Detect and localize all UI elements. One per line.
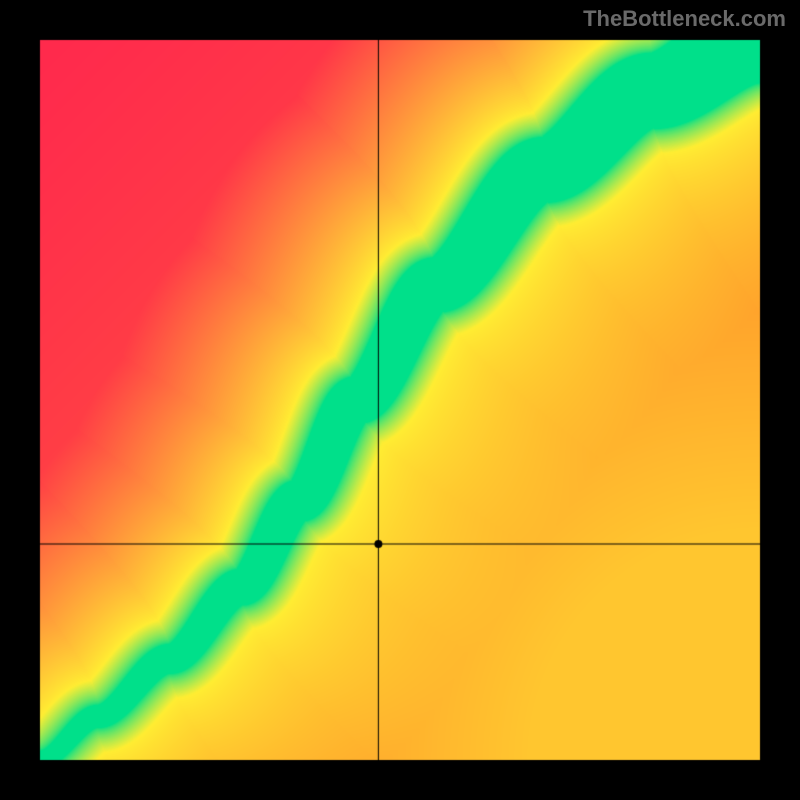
watermark-text: TheBottleneck.com [583, 6, 786, 32]
bottleneck-heatmap [0, 0, 800, 800]
chart-container: TheBottleneck.com [0, 0, 800, 800]
